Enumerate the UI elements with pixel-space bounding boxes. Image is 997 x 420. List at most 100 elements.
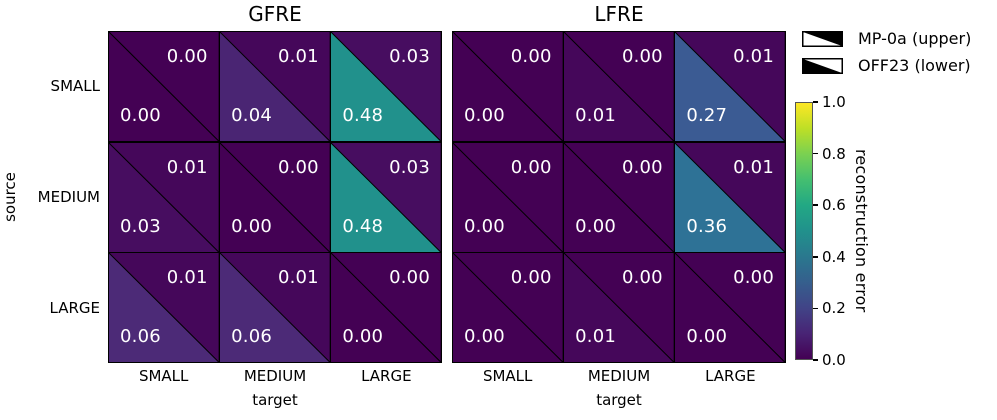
colorbar-tick-label: 1.0	[822, 93, 846, 111]
cell-diagonal-line	[453, 143, 563, 252]
cell-split-triangles	[675, 253, 785, 362]
heatmap-cell: 0.01 0.27	[675, 32, 785, 141]
cell-split-triangles	[564, 253, 674, 362]
heatmap-gfre: 0.00 0.00 0.01 0.04 0.03 0.48 0.01 0.03 0.00 0.00…	[108, 31, 442, 363]
cell-value-upper: 0.00	[389, 267, 430, 288]
colorbar-tick-label: 0.0	[822, 351, 846, 369]
cell-value-upper: 0.01	[166, 267, 208, 288]
cell-value-lower: 0.00	[120, 105, 161, 126]
cell-diagonal-line	[675, 32, 785, 141]
colorbar-tick-label: 0.6	[822, 196, 846, 215]
cell-value-lower: 0.00	[575, 215, 617, 237]
cell-split-triangles	[453, 253, 563, 362]
heatmap-cell: 0.01 0.04	[220, 32, 330, 141]
cell-diagonal-line	[564, 32, 674, 141]
x-axis-label-target-lfre: target	[596, 391, 642, 409]
cell-value-upper: 0.00	[621, 46, 663, 67]
heatmap-cell: 0.00 0.00	[109, 32, 219, 141]
row-label-large: LARGE	[49, 299, 101, 317]
colorbar-tick-mark	[813, 359, 818, 361]
lower-triangle-icon	[802, 58, 843, 74]
col-label-small: SMALL	[138, 367, 189, 385]
cell-split-triangles	[675, 32, 785, 141]
heatmap-cell: 0.00 0.00	[675, 253, 785, 362]
cell-value-upper: 0.03	[389, 46, 430, 67]
row-label-medium: MEDIUM	[37, 188, 100, 206]
cell-split-triangles	[109, 253, 219, 362]
heatmap-cell: 0.00 0.00	[564, 142, 674, 252]
cell-diagonal-line	[453, 32, 563, 141]
heatmap-cell: 0.00 0.01	[564, 32, 674, 141]
heatmap-cell: 0.01 0.06	[109, 253, 219, 362]
cell-value-upper: 0.00	[510, 46, 552, 67]
colorbar-tick-label: 0.8	[822, 144, 846, 163]
col-labels-gfre: SMALL MEDIUM LARGE	[108, 367, 442, 385]
cell-value-upper: 0.00	[510, 267, 552, 288]
cell-value-lower: 0.27	[686, 105, 728, 126]
legend-label-mp0a: MP-0a (upper)	[858, 29, 972, 48]
heatmap-cell: 0.00 0.01	[564, 253, 674, 362]
heatmap-cell: 0.00 0.00	[220, 142, 330, 252]
col-label-large: LARGE	[361, 367, 412, 385]
cell-value-lower: 0.00	[464, 215, 505, 237]
legend-item-off23: OFF23 (lower)	[802, 58, 971, 74]
colorbar-tick-mark	[813, 307, 818, 310]
cell-split-triangles	[675, 142, 785, 252]
cell-split-triangles	[331, 32, 441, 141]
cell-diagonal-line	[109, 253, 219, 362]
heatmap-cell: 0.00 0.00	[453, 142, 563, 252]
cell-value-lower: 0.36	[686, 215, 728, 237]
cell-split-triangles	[220, 32, 330, 141]
cell-diagonal-line	[220, 143, 330, 252]
cell-diagonal-line	[220, 253, 330, 362]
colorbar-tick-mark	[813, 101, 818, 103]
cell-split-triangles	[220, 142, 330, 252]
cell-value-lower: 0.04	[231, 105, 273, 126]
cell-diagonal-line	[109, 143, 219, 252]
cell-split-triangles	[109, 32, 219, 141]
cell-value-lower: 0.01	[575, 105, 617, 126]
colorbar-tick-label: 0.2	[822, 299, 846, 318]
cell-value-lower: 0.48	[342, 215, 384, 237]
colorbar	[795, 102, 813, 360]
heatmap-cell: 0.00 0.00	[331, 253, 441, 362]
cell-diagonal-line	[331, 143, 441, 252]
cell-value-lower: 0.00	[342, 326, 384, 347]
cell-value-upper: 0.00	[621, 156, 663, 178]
cell-value-lower: 0.00	[464, 326, 505, 347]
cell-split-triangles	[109, 142, 219, 252]
cell-diagonal-line	[675, 253, 785, 362]
cell-value-upper: 0.03	[389, 156, 430, 178]
row-label-small: SMALL	[50, 77, 100, 95]
heatmap-cell: 0.01 0.36	[675, 142, 785, 252]
col-label-medium: MEDIUM	[243, 367, 307, 385]
cell-split-triangles	[453, 32, 563, 141]
cell-diagonal-line	[564, 253, 674, 362]
cell-value-upper: 0.01	[277, 267, 319, 288]
cell-value-lower: 0.01	[575, 326, 617, 347]
panel-title-lfre: LFRE	[594, 2, 644, 26]
cell-split-triangles	[564, 32, 674, 141]
y-axis-label-source: source	[1, 172, 19, 222]
cell-split-triangles	[564, 142, 674, 252]
heatmap-cell: 0.00 0.00	[453, 253, 563, 362]
cell-value-upper: 0.01	[733, 46, 774, 67]
cell-value-lower: 0.00	[686, 326, 728, 347]
panel-title-gfre: GFRE	[248, 2, 302, 26]
cell-value-lower: 0.06	[231, 326, 273, 347]
colorbar-ticks: 1.0 0.8 0.6 0.4 0.2 0.0	[813, 93, 863, 369]
cell-value-upper: 0.00	[277, 156, 319, 178]
cell-value-upper: 0.00	[733, 267, 774, 288]
colorbar-tick-label: 0.4	[822, 247, 846, 266]
heatmap-cell: 0.03 0.48	[331, 142, 441, 252]
heatmap-cell: 0.03 0.48	[331, 32, 441, 141]
heatmap-cell: 0.01 0.06	[220, 253, 330, 362]
cell-diagonal-line	[331, 32, 441, 141]
cell-diagonal-line	[331, 253, 441, 362]
cell-value-lower: 0.00	[464, 105, 505, 126]
colorbar-tick-mark	[813, 152, 818, 155]
legend-item-mp0a: MP-0a (upper)	[802, 31, 971, 47]
cell-value-upper: 0.00	[621, 267, 663, 288]
colorbar-tick-mark	[813, 204, 818, 206]
